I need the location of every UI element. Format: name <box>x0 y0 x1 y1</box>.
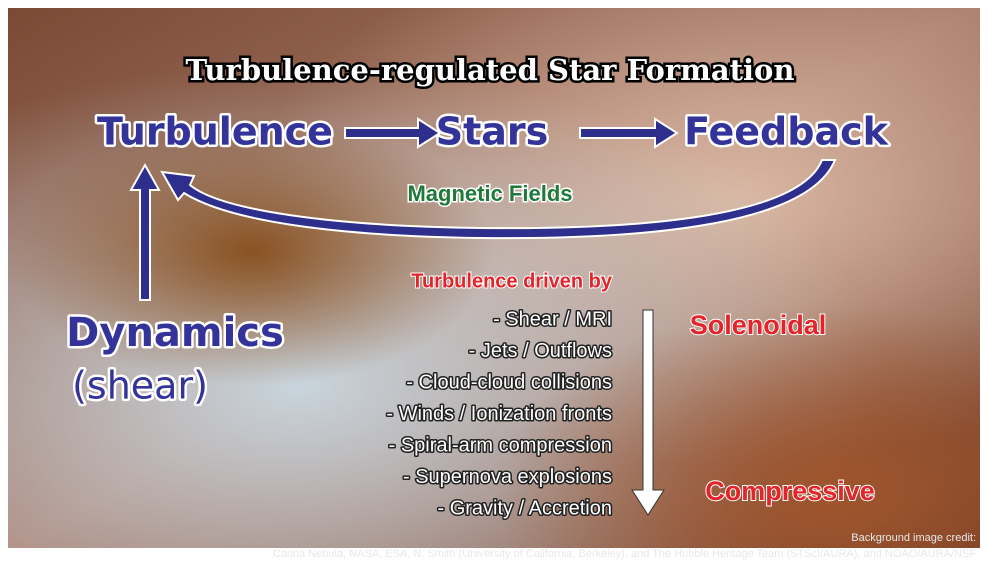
node: Dynamics <box>66 310 284 356</box>
driver-item: - Shear / MRI <box>493 308 612 330</box>
driver-item: - Gravity / Accretion <box>438 497 613 519</box>
node: Feedback <box>684 110 889 154</box>
mode: Solenoidal <box>690 310 827 340</box>
node-note: (shear) <box>72 364 208 408</box>
credit-heading: Background image credit: <box>851 532 976 544</box>
node: Turbulence <box>97 110 333 154</box>
loop-label: Magnetic Fields <box>407 181 572 206</box>
driver-item: - Spiral-arm compression <box>389 434 612 456</box>
node: Stars <box>436 110 549 154</box>
page: {"title": "Turbulence-regulated Star For… <box>0 0 988 562</box>
slide: Turbulence-regulated Star Formation Turb… <box>0 0 988 562</box>
drivers-heading: Turbulence driven by <box>411 270 613 292</box>
driver-item: - Supernova explosions <box>403 466 612 488</box>
credit: Carina Nebula, NASA, ESA, N. Smith (Univ… <box>273 548 977 560</box>
driver-item: - Cloud-cloud collisions <box>406 371 612 393</box>
driver-item: - Winds / Ionization fronts <box>386 403 612 425</box>
mode: Compressive <box>705 476 875 506</box>
driver-item: - Jets / Outflows <box>469 340 612 362</box>
title: Turbulence-regulated Star Formation <box>186 53 795 87</box>
